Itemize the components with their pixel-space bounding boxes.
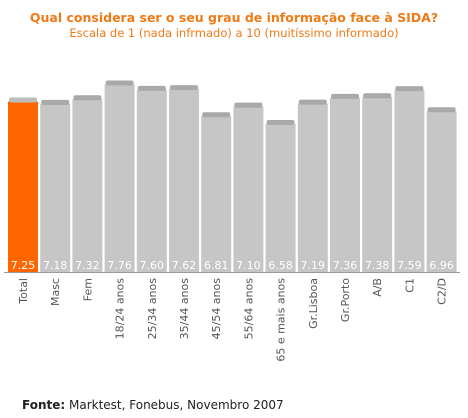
value-label-2: 7.18 [43, 259, 68, 272]
value-label-1: 7.25 [11, 259, 36, 272]
bar-1 [8, 101, 38, 273]
category-label-14: C2/D [436, 278, 449, 305]
value-label-12: 7.38 [365, 259, 390, 272]
value-label-5: 7.60 [140, 259, 165, 272]
bar-top-11 [331, 93, 359, 99]
value-label-13: 7.59 [397, 259, 422, 272]
value-label-14: 6.96 [429, 259, 454, 272]
value-label-9: 6.58 [268, 259, 293, 272]
value-label-10: 7.19 [301, 259, 326, 272]
chart-subtitle: Escala de 1 (nada infrmado) a 10 (muitís… [69, 26, 399, 40]
bar-top-5 [137, 85, 166, 91]
bar-12 [362, 97, 393, 272]
source-label: Fonte: [22, 398, 66, 412]
bar-top-9 [266, 120, 295, 125]
bar-7 [201, 116, 232, 272]
bar-top-1 [9, 97, 37, 103]
bar-4 [104, 84, 135, 272]
category-label-5: 25/34 anos [146, 278, 159, 340]
category-label-2: Masc [49, 278, 62, 306]
bar-2 [40, 103, 71, 273]
bar-top-12 [363, 93, 392, 99]
value-label-11: 7.36 [333, 259, 358, 272]
bar-13 [394, 90, 425, 272]
bar-10 [297, 103, 328, 272]
source-text: Marktest, Fonebus, Novembro 2007 [65, 398, 284, 412]
value-label-3: 7.32 [75, 259, 100, 272]
value-label-7: 6.81 [204, 259, 229, 272]
category-label-10: Gr.Lisboa [307, 278, 320, 329]
bar-top-7 [202, 112, 231, 118]
source-note: Fonte: Marktest, Fonebus, Novembro 2007 [22, 398, 284, 412]
bar-top-4 [105, 80, 134, 86]
category-label-13: C1 [403, 278, 416, 293]
category-label-7: 45/54 anos [210, 278, 223, 340]
value-label-8: 7.10 [236, 259, 261, 272]
value-label-4: 7.76 [107, 259, 132, 272]
bar-top-3 [73, 95, 102, 101]
bar-9 [265, 124, 296, 272]
bar-top-2 [41, 99, 70, 105]
bar-top-14 [427, 107, 456, 113]
category-label-4: 18/24 anos [114, 278, 127, 340]
category-label-8: 55/64 anos [242, 278, 255, 340]
bar-14 [426, 111, 457, 273]
bar-top-10 [298, 99, 327, 105]
bar-3 [72, 99, 103, 273]
category-label-3: Fem [81, 278, 94, 301]
bar-chart: 7.25 Total 7.18 Masc 7.32 Fem 7.76 18/24 anos 7.… [4, 80, 460, 362]
bar-11 [330, 97, 360, 273]
chart-title: Qual considera ser o seu grau de informa… [29, 10, 439, 25]
category-label-9: 65 e mais anos [275, 278, 288, 362]
value-label-6: 7.62 [172, 259, 197, 272]
category-label-6: 35/44 anos [178, 278, 191, 340]
bar-5 [136, 89, 167, 272]
category-label-12: A/B [371, 278, 384, 297]
bar-top-6 [170, 85, 198, 91]
category-label-11: Gr.Porto [339, 278, 352, 322]
bar-top-13 [395, 86, 424, 92]
category-label-1: Total [17, 278, 30, 305]
bar-6 [169, 89, 199, 272]
bar-top-8 [234, 102, 263, 108]
bar-8 [233, 106, 264, 272]
